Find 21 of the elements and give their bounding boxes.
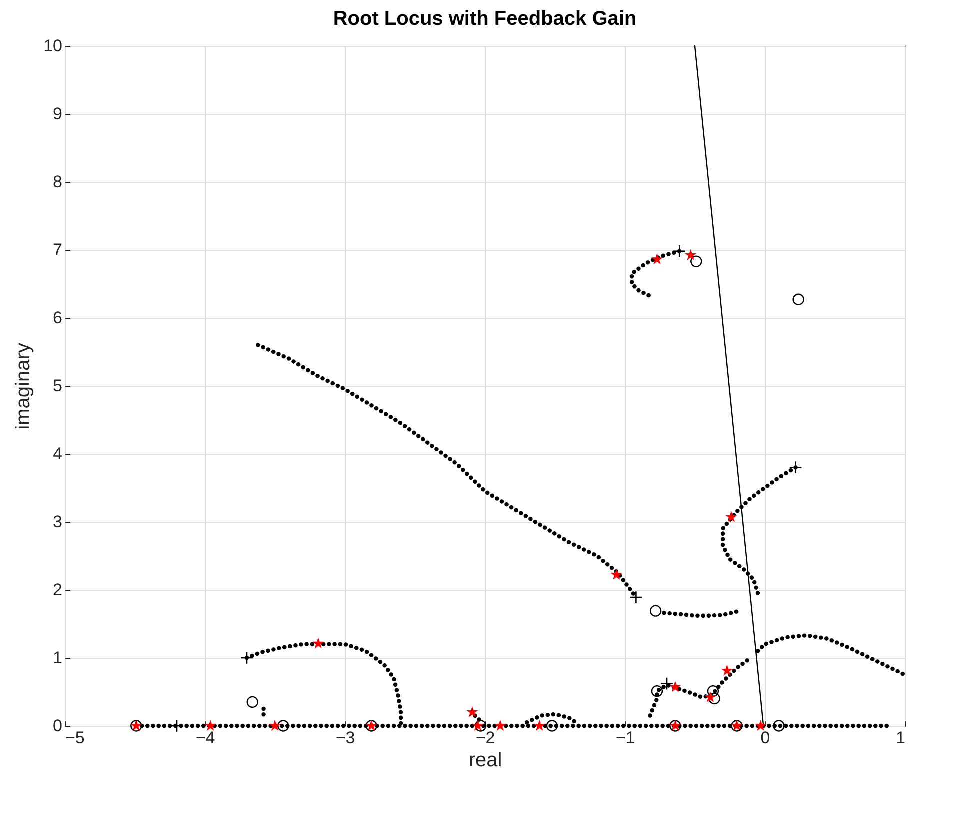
x-tick-label: −3 xyxy=(336,728,356,748)
x-tick-label: 0 xyxy=(760,728,770,748)
y-tick-label: 10 xyxy=(44,36,62,56)
y-tick-label: 8 xyxy=(53,172,62,192)
x-tick-label: 1 xyxy=(896,728,906,748)
y-axis-title: imaginary xyxy=(12,343,35,430)
x-tick-label: −4 xyxy=(196,728,216,748)
y-tick-label: 0 xyxy=(53,716,62,736)
y-tick-label: 6 xyxy=(53,308,62,328)
y-tick-label: 1 xyxy=(53,648,62,668)
x-tick-label: −1 xyxy=(616,728,636,748)
x-axis-title: real xyxy=(468,750,502,772)
x-tick-label: −2 xyxy=(476,728,496,748)
y-tick-label: 3 xyxy=(53,512,62,532)
x-tick-label: −5 xyxy=(66,728,85,748)
y-tick-label: 2 xyxy=(53,580,62,600)
y-tick-label: 9 xyxy=(53,104,62,124)
chart-title: Root Locus with Feedback Gain xyxy=(333,8,637,30)
y-tick-label: 7 xyxy=(53,240,62,260)
y-tick-label: 4 xyxy=(53,444,62,464)
y-tick-label: 5 xyxy=(53,376,62,396)
